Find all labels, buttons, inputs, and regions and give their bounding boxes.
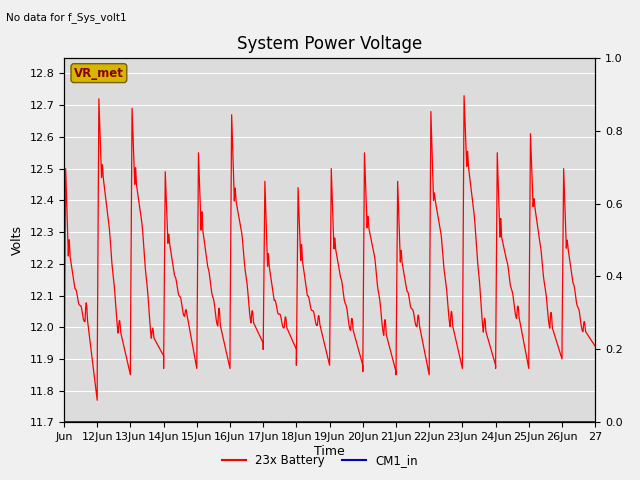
X-axis label: Time: Time: [314, 445, 345, 458]
Legend: 23x Battery, CM1_in: 23x Battery, CM1_in: [217, 449, 423, 472]
Text: No data for f_Sys_volt1: No data for f_Sys_volt1: [6, 12, 127, 23]
Text: VR_met: VR_met: [74, 67, 124, 80]
Title: System Power Voltage: System Power Voltage: [237, 35, 422, 53]
Y-axis label: Volts: Volts: [11, 225, 24, 255]
